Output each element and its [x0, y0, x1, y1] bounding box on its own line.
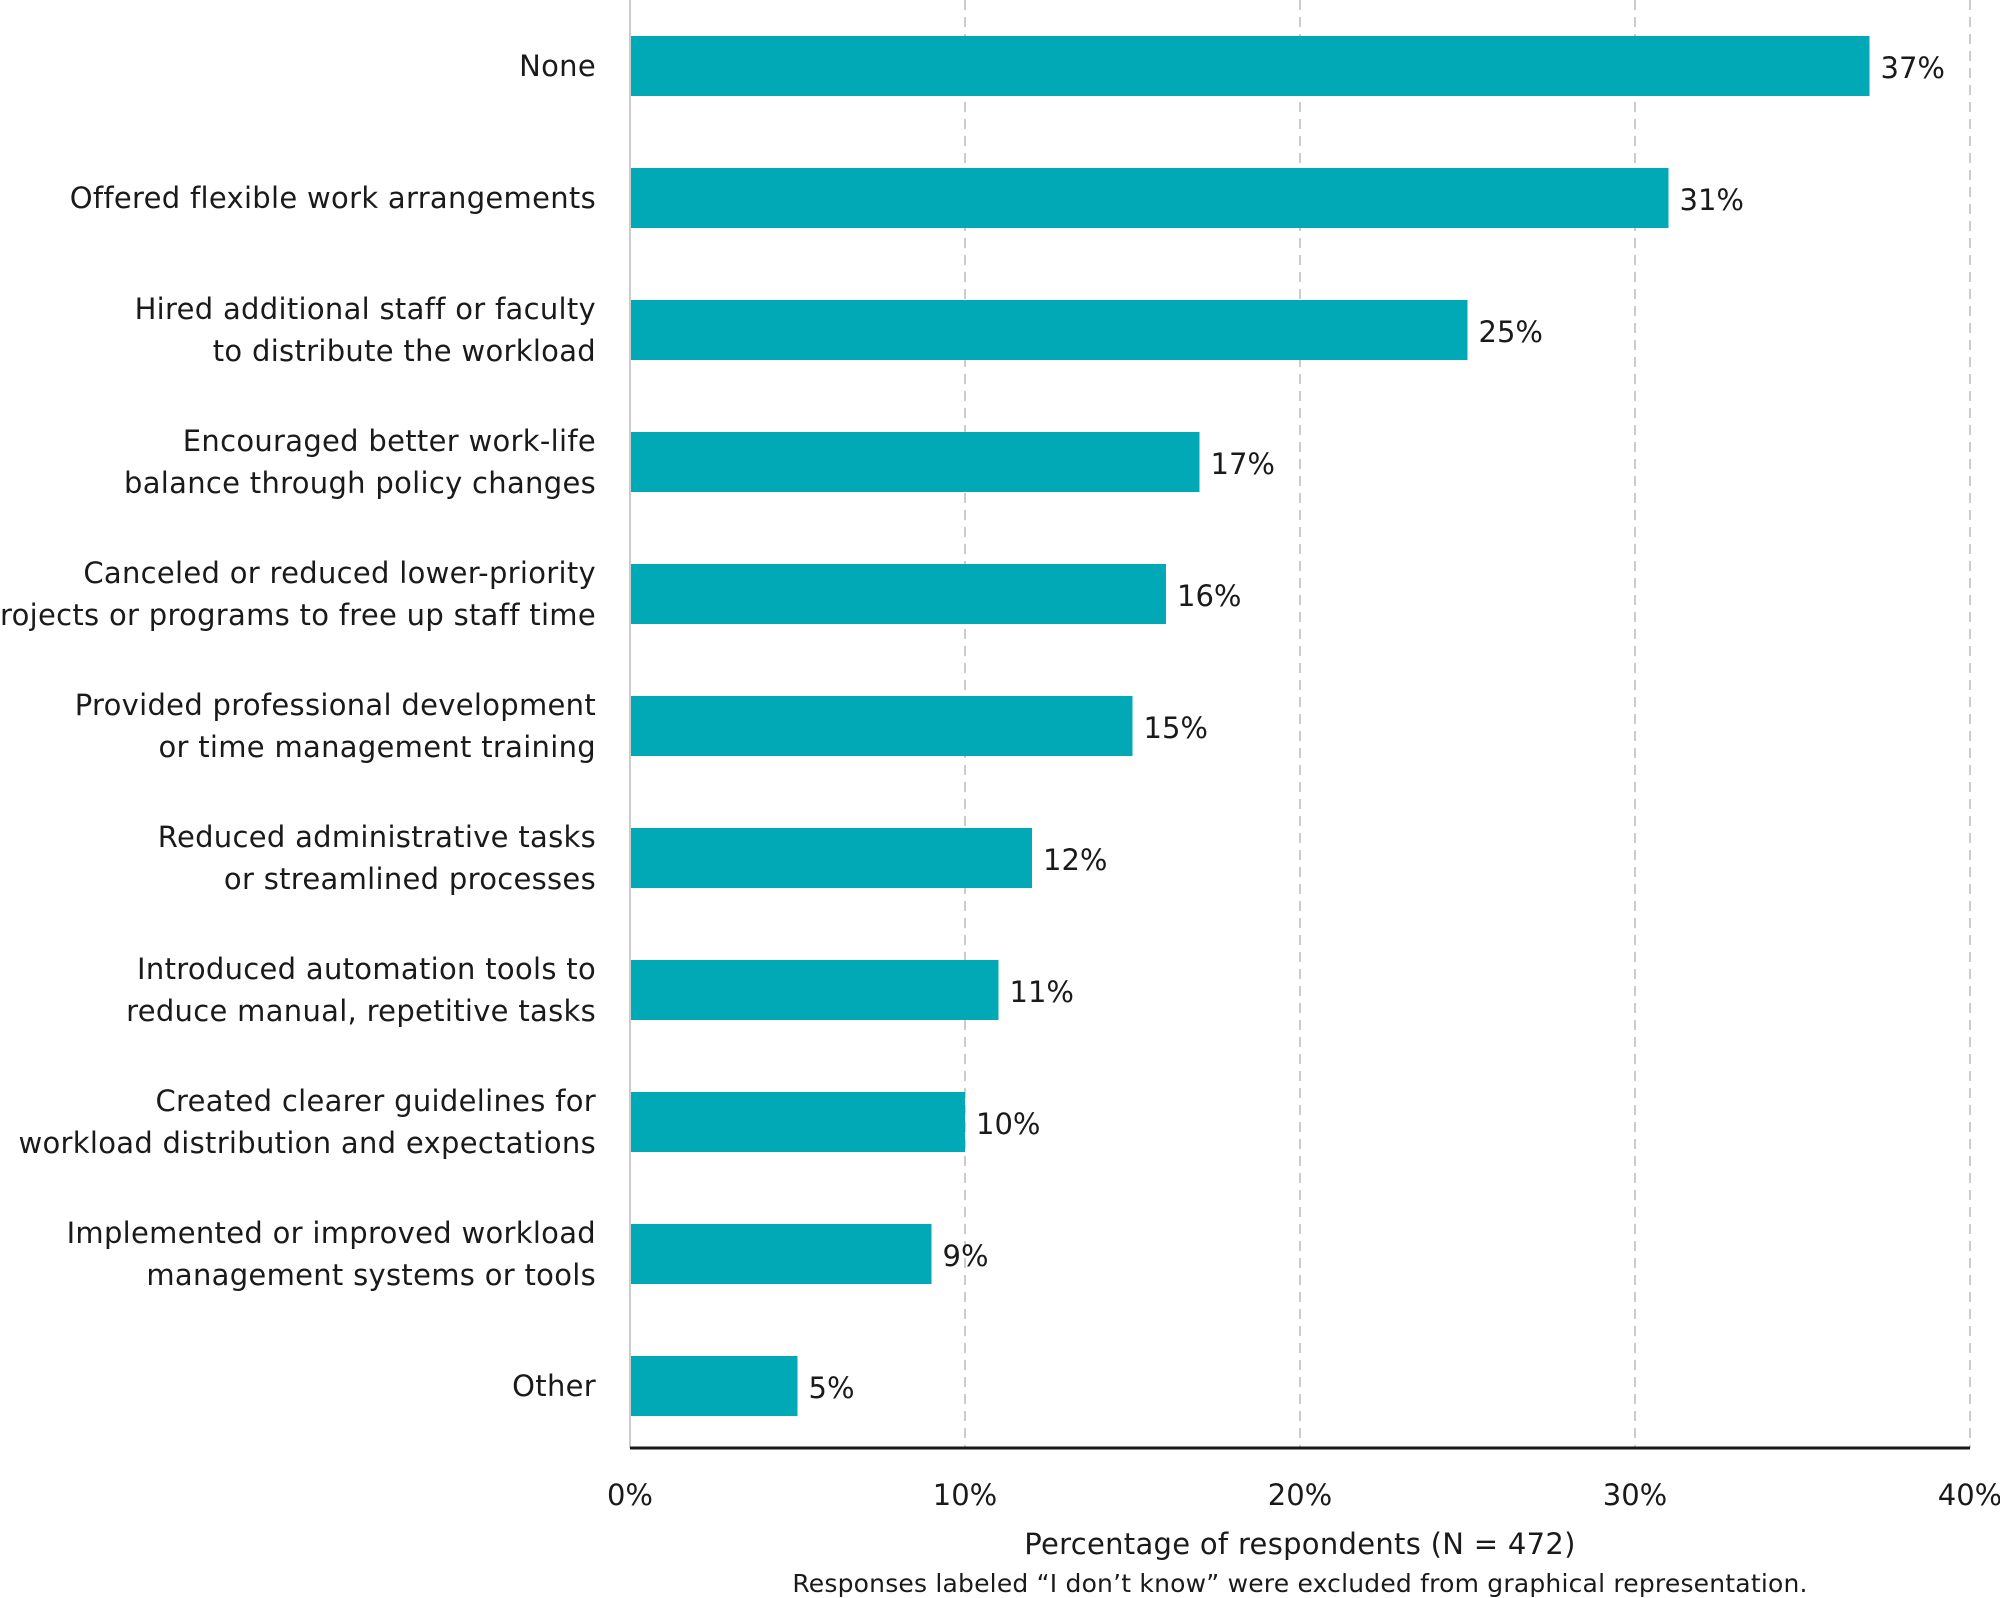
category-label-8-line-0: Created clearer guidelines for — [155, 1084, 596, 1118]
x-tick-label-2: 20% — [1268, 1478, 1332, 1512]
category-label-5-line-0: Provided professional development — [75, 688, 596, 722]
value-label-7: 11% — [1010, 975, 1074, 1009]
x-axis-title: Percentage of respondents (N = 472) — [1024, 1527, 1576, 1561]
labels: 37% None 31% Offered flexible work arrangem… — [0, 49, 1945, 1405]
value-label-10: 5% — [809, 1371, 855, 1405]
footnote: Responses labeled “I don’t know” were ex… — [792, 1569, 1807, 1598]
category-label-5-line-1: or time management training — [158, 730, 596, 764]
bar-0 — [630, 36, 1870, 96]
category-label-1: Offered flexible work arrangements — [70, 181, 596, 215]
value-label-9: 9% — [943, 1239, 989, 1273]
value-label-4: 16% — [1177, 579, 1241, 613]
category-label-7-line-1: reduce manual, repetitive tasks — [126, 994, 596, 1028]
bar-7 — [630, 960, 999, 1020]
category-label-7-line-0: Introduced automation tools to — [137, 952, 596, 986]
x-tick-labels: 0% 10% 20% 30% 40% — [607, 1478, 2000, 1512]
bar-4 — [630, 564, 1166, 624]
bar-10 — [630, 1356, 798, 1416]
category-label-8-line-1: workload distribution and expectations — [18, 1126, 596, 1160]
bar-1 — [630, 168, 1669, 228]
category-label-3-line-0: Encouraged better work-life — [183, 424, 596, 458]
value-label-1: 31% — [1680, 183, 1744, 217]
bar-2 — [630, 300, 1468, 360]
category-label-10: Other — [512, 1369, 596, 1403]
bar-9 — [630, 1224, 932, 1284]
category-label-2-line-0: Hired additional staff or faculty — [135, 292, 596, 326]
category-label-2-line-1: to distribute the workload — [213, 334, 596, 368]
category-label-9-line-1: management systems or tools — [146, 1258, 596, 1292]
value-label-6: 12% — [1043, 843, 1107, 877]
x-tick-label-1: 10% — [933, 1478, 997, 1512]
category-label-0: None — [519, 49, 596, 83]
category-label-6-line-1: or streamlined processes — [224, 862, 596, 896]
bar-5 — [630, 696, 1133, 756]
category-label-4-line-0: Canceled or reduced lower-priority — [83, 556, 596, 590]
value-label-3: 17% — [1211, 447, 1275, 481]
value-label-5: 15% — [1144, 711, 1208, 745]
category-label-9-line-0: Implemented or improved workload — [67, 1216, 596, 1250]
category-label-4-line-1: projects or programs to free up staff ti… — [0, 598, 596, 632]
bar-3 — [630, 432, 1200, 492]
bar-6 — [630, 828, 1032, 888]
x-tick-label-3: 30% — [1603, 1478, 1667, 1512]
value-label-0: 37% — [1881, 51, 1945, 85]
axes — [629, 0, 1970, 1450]
value-label-8: 10% — [976, 1107, 1040, 1141]
x-tick-label-4: 40% — [1938, 1478, 2000, 1512]
bars — [630, 36, 1870, 1416]
value-label-2: 25% — [1479, 315, 1543, 349]
bar-8 — [630, 1092, 965, 1152]
x-tick-label-0: 0% — [607, 1478, 653, 1512]
category-label-6-line-0: Reduced administrative tasks — [158, 820, 596, 854]
category-label-3-line-1: balance through policy changes — [124, 466, 596, 500]
